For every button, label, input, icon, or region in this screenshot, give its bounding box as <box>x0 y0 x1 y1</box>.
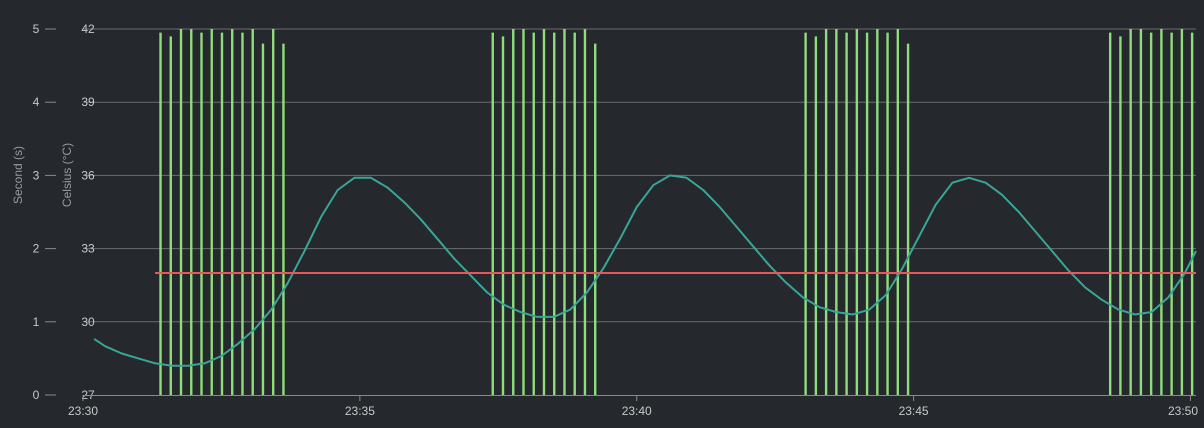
y-tick-label-seconds: 1 <box>33 315 40 329</box>
y-tick-label-celsius: 42 <box>81 22 95 36</box>
y-tick-label-celsius: 33 <box>81 242 95 256</box>
y-axis-title-outer: Second (s) <box>11 146 25 204</box>
x-tick-label: 23:50 <box>1168 404 1198 418</box>
y-axis-title-inner: Celsius (°C) <box>60 143 74 207</box>
grid <box>83 28 1196 323</box>
x-tick-label: 23:45 <box>899 404 929 418</box>
x-tick-label: 23:35 <box>345 404 375 418</box>
line-series <box>93 174 1197 367</box>
y-tick-label-celsius: 39 <box>81 95 95 109</box>
y-tick-label-celsius: 30 <box>81 315 95 329</box>
y-tick-label-seconds: 4 <box>33 95 40 109</box>
y-tick-label-seconds: 3 <box>33 168 40 182</box>
x-tick-label: 23:40 <box>622 404 652 418</box>
y-tick-label-seconds: 5 <box>33 22 40 36</box>
x-tick-label: 23:30 <box>68 404 98 418</box>
bar-series <box>159 29 1194 395</box>
y-tick-label-seconds: 0 <box>33 388 40 402</box>
y-tick-label-celsius: 36 <box>81 168 95 182</box>
y-tick-label-seconds: 2 <box>33 242 40 256</box>
series-line <box>93 174 1197 367</box>
